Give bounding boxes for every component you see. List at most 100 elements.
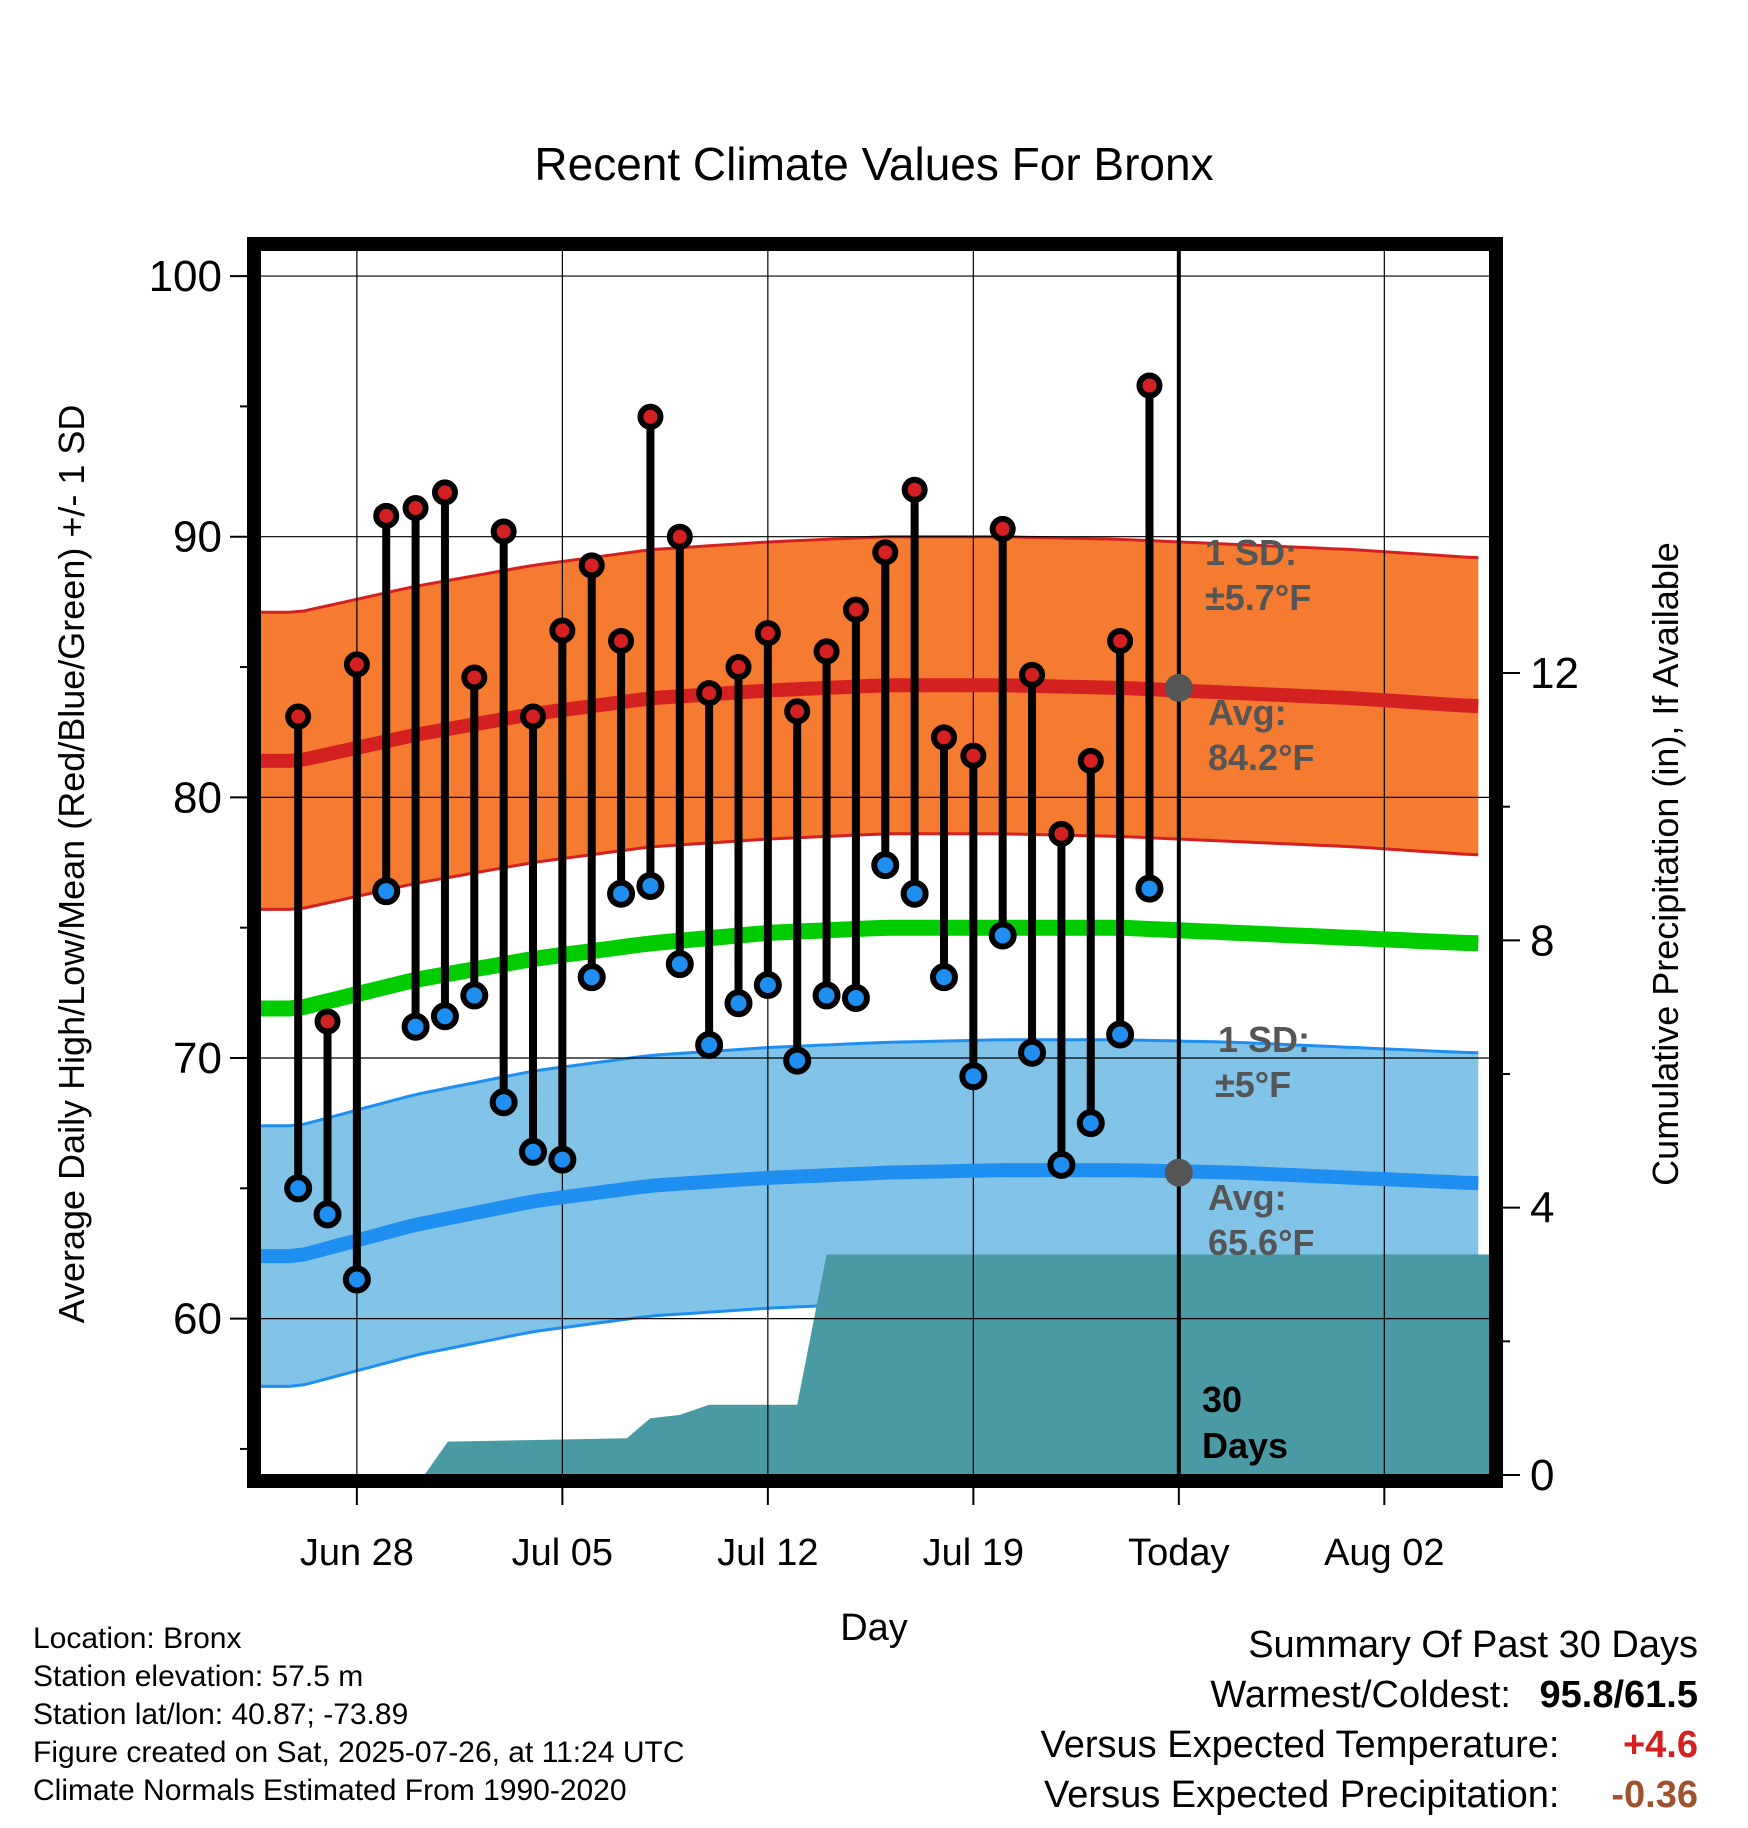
daily-low-point <box>1106 1020 1135 1049</box>
plot-frame <box>247 237 1503 1488</box>
warm-cold-label: Warmest/Coldest: <box>1210 1674 1511 1716</box>
high-avg-title: Avg: <box>1208 692 1287 733</box>
x-tick-label: Aug 02 <box>1324 1532 1444 1574</box>
daily-high-point <box>960 742 987 769</box>
high-sd-title: 1 SD: <box>1205 532 1297 573</box>
high-sd-value: ±5.7°F <box>1205 577 1311 618</box>
y-tick-label-left: 80 <box>173 773 222 822</box>
daily-high-point <box>1048 820 1075 847</box>
daily-low-point <box>577 963 606 992</box>
daily-low-point <box>430 1002 459 1031</box>
low-sd-value: ±5°F <box>1215 1064 1291 1105</box>
elevation-text: Station elevation: 57.5 m <box>33 1660 364 1693</box>
daily-high-point <box>461 664 488 691</box>
x-tick-label: Jul 19 <box>923 1532 1024 1574</box>
daily-low-point <box>519 1137 548 1166</box>
daily-high-point <box>314 1008 341 1035</box>
daily-high-point <box>608 627 635 654</box>
daily-low-point <box>695 1030 724 1059</box>
created-text: Figure created on Sat, 2025-07-26, at 11… <box>33 1736 685 1769</box>
daily-low-point <box>372 877 401 906</box>
daily-high-point <box>901 476 928 503</box>
y-tick-label-left: 70 <box>173 1034 222 1083</box>
y-tick-label-right: 4 <box>1530 1184 1554 1233</box>
mean-normal-line <box>260 919 1479 1017</box>
high-normal-line <box>260 678 1479 768</box>
low-sd-title: 1 SD: <box>1218 1019 1310 1060</box>
daily-high-point <box>1136 372 1163 399</box>
daily-high-point <box>754 620 781 647</box>
daily-low-point <box>284 1174 313 1203</box>
location-text: Location: Bronx <box>33 1622 242 1655</box>
x-axis-label: Day <box>840 1607 908 1649</box>
y-tick-label-left: 90 <box>173 513 222 562</box>
chart-title: Recent Climate Values For Bronx <box>534 138 1213 190</box>
daily-high-point <box>285 703 312 730</box>
daily-low-point <box>871 851 900 880</box>
temp-anomaly-row: Versus Expected Temperature: +4.6 <box>798 1720 1698 1770</box>
daily-high-point <box>842 596 869 623</box>
daily-high-point <box>989 515 1016 542</box>
daily-high-point <box>813 638 840 665</box>
low-avg-title: Avg: <box>1208 1177 1287 1218</box>
daily-low-point <box>607 879 636 908</box>
daily-low-point <box>929 963 958 992</box>
daily-low-point <box>460 981 489 1010</box>
warmest-value: 95.8 <box>1539 1674 1614 1716</box>
y-tick-label-right: 0 <box>1530 1451 1554 1500</box>
temp-anomaly-value: +4.6 <box>1622 1724 1698 1766</box>
today-low-avg-dot <box>1164 1158 1193 1187</box>
daily-high-point <box>725 654 752 681</box>
y-axis-label-left: Average Daily High/Low/Mean (Red/Blue/Gr… <box>51 405 92 1324</box>
low-avg-value: 65.6°F <box>1208 1222 1314 1263</box>
daily-low-point <box>753 971 782 999</box>
daily-low-point <box>988 921 1017 950</box>
daily-high-point <box>431 479 458 506</box>
daily-high-point <box>1107 627 1134 654</box>
warm-cold-row: Warmest/Coldest: 95.8/61.5 <box>798 1670 1698 1720</box>
daily-low-point <box>636 871 665 900</box>
daily-high-point <box>666 523 693 550</box>
daily-high-point <box>1077 747 1104 774</box>
low-sd-upper-line <box>260 1038 1479 1128</box>
daily-high-point <box>578 552 605 579</box>
daily-high-point <box>343 651 370 678</box>
summary-panel: Summary Of Past 30 Days Warmest/Coldest:… <box>798 1620 1698 1820</box>
daily-low-point <box>1047 1150 1076 1179</box>
daily-low-point <box>313 1200 342 1229</box>
summary-title: Summary Of Past 30 Days <box>1248 1624 1698 1666</box>
daily-low-point <box>1018 1038 1047 1067</box>
temp-anomaly-label: Versus Expected Temperature: <box>1040 1724 1560 1766</box>
daily-high-point <box>872 539 899 566</box>
daily-high-point <box>373 502 400 529</box>
x-tick-label: Jun 28 <box>300 1532 414 1574</box>
high-sd-lower-line <box>260 832 1479 911</box>
daily-high-point <box>402 495 429 522</box>
low-normal-line <box>260 1163 1479 1264</box>
y-tick-label-right: 8 <box>1530 916 1554 965</box>
normals-text: Climate Normals Estimated From 1990-2020 <box>33 1774 627 1807</box>
y-axis-label-right: Cumulative Precipitation (in), If Availa… <box>1645 542 1686 1186</box>
precip-area <box>424 1254 1490 1475</box>
daily-high-point <box>696 680 723 707</box>
warm-cold-values: 95.8/61.5 <box>1539 1674 1699 1716</box>
daily-high-point <box>784 698 811 725</box>
high-sd-upper-line <box>260 535 1479 614</box>
daily-low-point <box>665 950 694 979</box>
daily-low-point <box>489 1088 518 1117</box>
daily-high-point <box>1019 661 1046 688</box>
daily-low-point <box>548 1145 577 1174</box>
days-count-number: 30 <box>1202 1379 1242 1420</box>
daily-high-point <box>637 403 664 430</box>
daily-low-point <box>900 879 929 908</box>
precip-anomaly-row: Versus Expected Precipitation: -0.36 <box>798 1770 1698 1820</box>
y-tick-label-right: 12 <box>1530 649 1579 698</box>
daily-low-point <box>783 1046 812 1075</box>
daily-low-point <box>959 1062 988 1091</box>
station-info: Location: Bronx Station elevation: 57.5 … <box>33 1620 933 1810</box>
daily-low-point <box>342 1265 371 1294</box>
daily-low-point <box>401 1012 430 1041</box>
daily-low-point <box>1076 1109 1105 1138</box>
x-tick-label: Jul 12 <box>717 1532 818 1574</box>
